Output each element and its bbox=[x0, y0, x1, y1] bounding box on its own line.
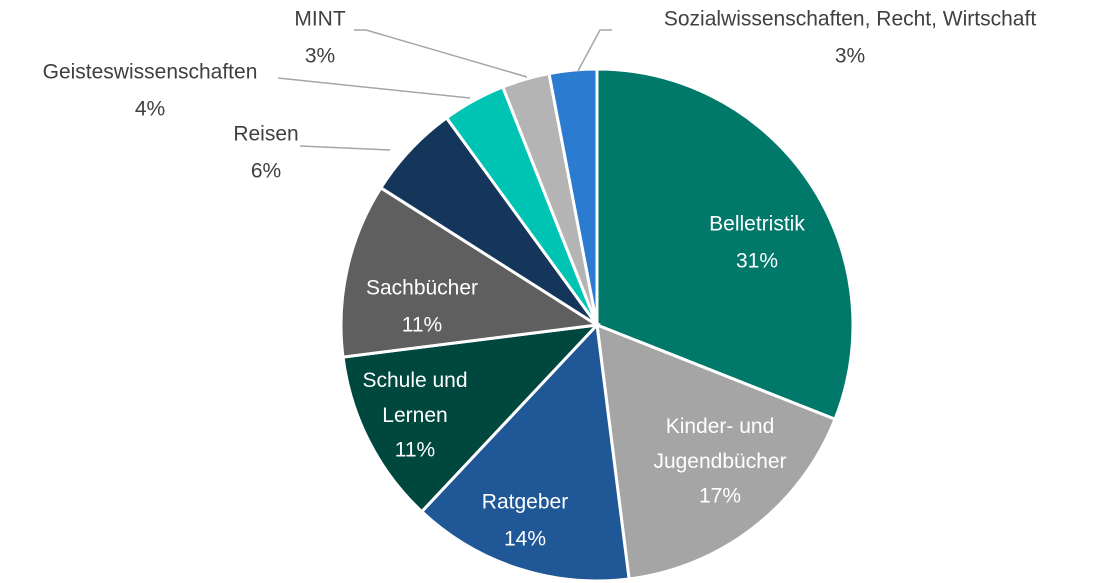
category-label: Sozialwissenschaften, Recht, Wirtschaft bbox=[664, 8, 1036, 31]
category-label: Kinder- und Jugendbücher bbox=[653, 415, 786, 473]
label-line: Kinder- und bbox=[666, 415, 775, 438]
category-label: Schule und Lernen bbox=[362, 369, 467, 427]
category-label: Ratgeber bbox=[482, 491, 568, 514]
value-label: 3% bbox=[835, 45, 865, 68]
pie-slice bbox=[339, 185, 602, 359]
leader-line bbox=[354, 29, 528, 78]
label-line: Schule und bbox=[362, 369, 467, 392]
category-label: MINT bbox=[294, 8, 345, 31]
leader-line bbox=[299, 145, 391, 151]
pie-slice bbox=[595, 67, 855, 422]
value-label: 17% bbox=[699, 485, 741, 508]
leader-line bbox=[577, 29, 612, 72]
label-line: Jugendbücher bbox=[653, 450, 786, 473]
value-label: 11% bbox=[402, 314, 442, 337]
value-label: 4% bbox=[135, 98, 165, 121]
leader-line bbox=[277, 77, 471, 99]
pie-slice bbox=[341, 322, 601, 514]
category-label: Reisen bbox=[233, 123, 298, 146]
label-line: Lernen bbox=[382, 404, 447, 427]
value-label: 14% bbox=[504, 528, 546, 551]
pie-slice bbox=[419, 321, 631, 583]
pie-slice bbox=[547, 67, 599, 326]
category-label: Geisteswissenschaften bbox=[43, 61, 258, 84]
value-label: 31% bbox=[736, 250, 778, 273]
value-label: 3% bbox=[305, 45, 335, 68]
value-label: 11% bbox=[395, 439, 435, 462]
category-label: Sachbücher bbox=[366, 277, 478, 300]
category-label: Belletristik bbox=[709, 213, 805, 236]
value-label: 6% bbox=[251, 160, 281, 183]
pie-slice bbox=[595, 322, 837, 581]
